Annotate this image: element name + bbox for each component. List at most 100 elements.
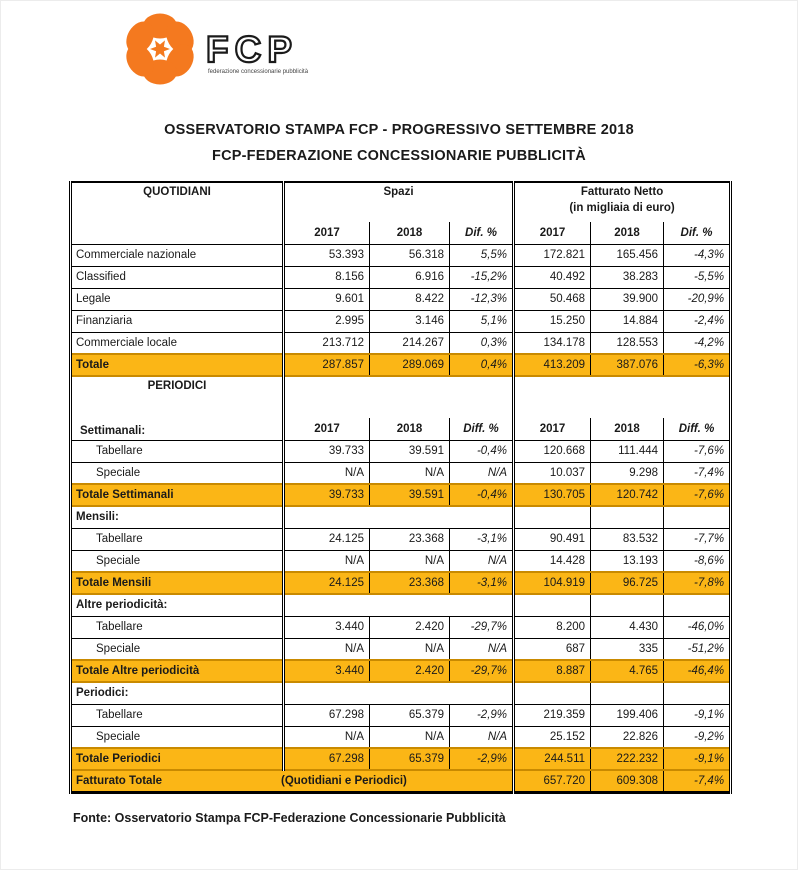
value-cell: 39.591 [369,439,450,463]
total-row-mensili: Totale Mensili 24.125 23.368 -3,1% 104.9… [70,571,732,595]
value-cell: 10.037 [512,461,592,485]
row-label: Commerciale nazionale [70,243,284,267]
value-cell: 24.125 [282,527,370,551]
grand-total-dif: -7,4% [663,769,732,793]
year-header-row: 2017 2018 Dif. % 2017 2018 Dif. % [71,222,732,245]
total-value: 4.765 [590,659,665,683]
row-label: Speciale [70,549,284,573]
header-group-fatturato: Fatturato Netto (in migliaia di euro) [512,182,732,222]
value-cell: 9.298 [590,461,665,485]
table-row: Speciale N/A N/A N/A 687 335 -51,2% [70,637,732,661]
value-cell: 13.193 [590,549,665,573]
dif-header: Diff. % [663,418,732,441]
value-cell: 165.456 [590,243,665,267]
dif-cell: -7,6% [663,439,732,463]
total-value: 2.420 [369,659,450,683]
total-value: 413.209 [512,353,592,377]
value-cell: 14.884 [590,309,665,333]
total-label: Totale Mensili [70,571,284,595]
total-value: 96.725 [590,571,665,595]
periodici-header-row: PERIODICI Settimanali: [70,375,732,441]
table-row: Tabellare 67.298 65.379 -2,9% 219.359 19… [70,703,732,727]
value-cell: 9.601 [282,287,370,311]
total-value: 104.919 [512,571,592,595]
header-fatturato-subtitle: (in migliaia di euro) [569,202,675,214]
report-title-block: OSSERVATORIO STAMPA FCP - PROGRESSIVO SE… [1,122,797,164]
table-row: Legale 9.601 8.422 -12,3% 50.468 39.900 … [70,287,732,311]
table-row: Speciale N/A N/A N/A 25.152 22.826 -9,2% [70,725,732,749]
value-cell: 39.900 [590,287,665,311]
total-dif: -0,4% [448,483,515,507]
total-dif: -7,6% [663,483,732,507]
total-value: 23.368 [369,571,450,595]
fcp-logo: FCP federazione concessionarie pubblicit… [113,9,343,98]
value-cell: 213.712 [282,331,370,355]
value-cell: 219.359 [512,703,592,727]
section-row: Altre periodicità: [70,593,732,617]
grand-total-label: Fatturato Totale [76,774,163,787]
total-value: 3.440 [282,659,370,683]
value-cell: 67.298 [282,703,370,727]
blank-cell [590,681,665,705]
value-cell: N/A [369,461,450,485]
value-cell: 15.250 [512,309,592,333]
total-dif: -9,1% [663,747,732,771]
report-table: QUOTIDIANI Spazi Fatturato Netto (in mig… [69,181,733,794]
value-cell: 22.826 [590,725,665,749]
dif-cell: -8,6% [663,549,732,573]
total-value: 67.298 [282,747,370,771]
dif-cell: N/A [448,549,515,573]
row-label: Finanziaria [70,309,284,333]
row-label: Classified [70,265,284,289]
total-label: Totale Altre periodicità [70,659,284,683]
value-cell: 3.440 [282,615,370,639]
blank-cell [512,593,592,617]
value-cell: 199.406 [590,703,665,727]
dif-cell: N/A [448,461,515,485]
value-cell: 40.492 [512,265,592,289]
grand-total-value: 609.308 [590,769,665,793]
total-dif: -2,9% [448,747,515,771]
grand-total-row: Fatturato Totale (Quotidiani e Periodici)… [69,769,732,793]
value-cell: 3.146 [369,309,450,333]
total-value: 289.069 [369,353,450,377]
value-cell: 134.178 [512,331,592,355]
periodici-label-cell: PERIODICI Settimanali: [70,375,284,441]
total-value: 24.125 [282,571,370,595]
row-label: Speciale [70,637,284,661]
dif-cell: -12,3% [448,287,515,311]
value-cell: 65.379 [369,703,450,727]
value-cell: 83.532 [590,527,665,551]
value-cell: N/A [282,461,370,485]
dif-cell: N/A [448,637,515,661]
value-cell: 687 [512,637,592,661]
total-label: Totale Periodici [70,747,284,771]
section-name: Mensili: [70,505,284,529]
total-value: 39.733 [282,483,370,507]
dif-cell: -46,0% [663,615,732,639]
value-cell: 23.368 [369,527,450,551]
value-cell: 8.200 [512,615,592,639]
header-quotidiani: QUOTIDIANI [70,182,284,245]
dif-cell: -9,1% [663,703,732,727]
row-label: Speciale [70,461,284,485]
dif-cell: -4,2% [663,331,732,355]
blank-cell [663,593,732,617]
total-value: 222.232 [590,747,665,771]
dif-cell: 5,1% [448,309,515,333]
total-dif: -3,1% [448,571,515,595]
value-cell: 50.468 [512,287,592,311]
total-row-periodici: Totale Periodici 67.298 65.379 -2,9% 244… [70,747,732,771]
table-row: Classified 8.156 6.916 -15,2% 40.492 38.… [70,265,732,289]
dif-cell: -7,7% [663,527,732,551]
row-label: Tabellare [70,615,284,639]
blank-cell [281,593,515,617]
dif-header: Diff. % [448,418,515,441]
value-cell: 2.995 [282,309,370,333]
value-cell: 14.428 [512,549,592,573]
year-header: 2018 [590,418,665,441]
grand-total-note: (Quotidiani e Periodici) [281,774,407,787]
blank-cell [512,375,732,418]
table-header-row: QUOTIDIANI Spazi Fatturato Netto (in mig… [70,182,732,245]
